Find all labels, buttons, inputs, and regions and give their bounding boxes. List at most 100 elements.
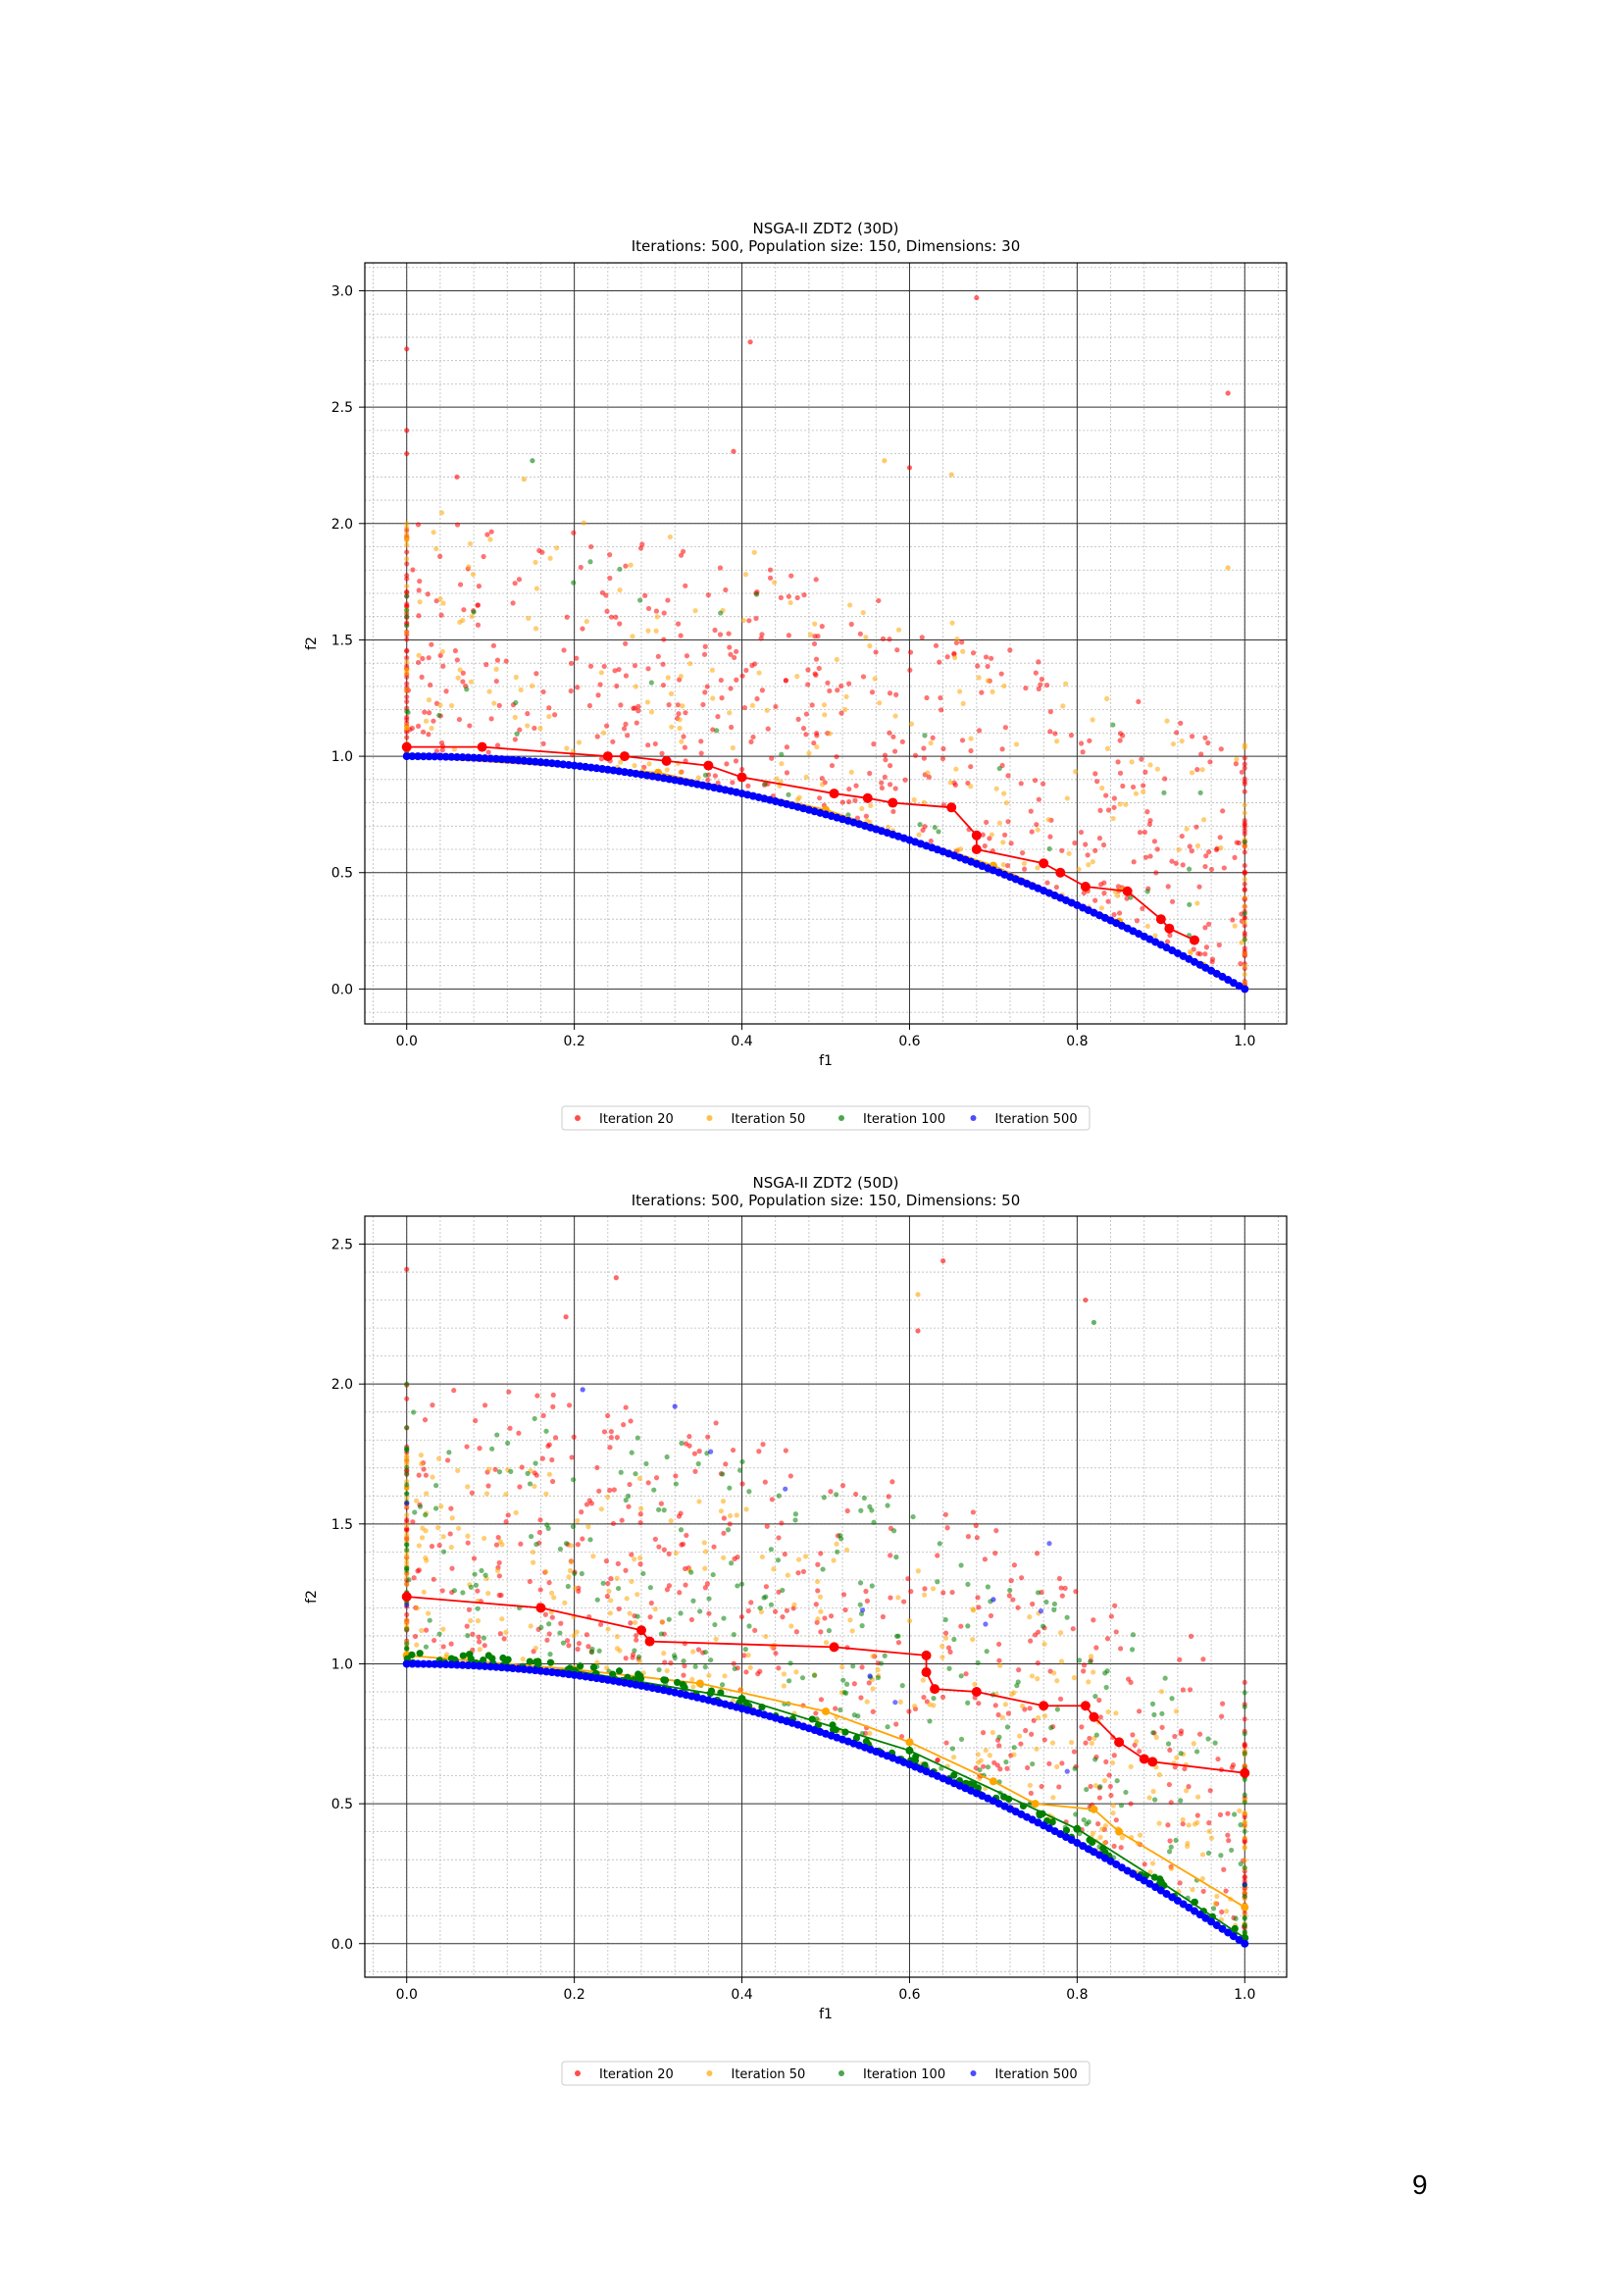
data-point [821, 1495, 827, 1501]
data-point [718, 1508, 725, 1514]
data-point [982, 842, 988, 849]
data-point [468, 1584, 474, 1590]
data-point [1146, 821, 1152, 828]
data-point [747, 339, 753, 345]
data-point [724, 761, 730, 767]
data-point [1068, 733, 1075, 739]
front-point [905, 1746, 914, 1755]
data-point [1242, 1814, 1247, 1820]
data-point [496, 1559, 502, 1566]
data-point [922, 733, 928, 739]
data-point [728, 651, 734, 657]
data-point [1218, 746, 1224, 752]
data-point [1062, 1585, 1068, 1592]
data-point [1117, 738, 1123, 743]
data-point [1046, 1541, 1052, 1547]
front-point [1039, 858, 1049, 869]
front-point [661, 755, 672, 766]
data-point [470, 571, 477, 578]
front-point [488, 1655, 496, 1662]
data-point [869, 1583, 875, 1589]
front-point [533, 1657, 540, 1665]
data-point [1035, 1590, 1041, 1596]
data-point [568, 1543, 574, 1549]
data-point [1097, 1834, 1103, 1840]
data-point [482, 1572, 488, 1578]
data-point [1069, 1739, 1075, 1746]
data-point [404, 687, 410, 693]
data-point [869, 1507, 875, 1513]
data-point [568, 660, 575, 666]
data-point [662, 1659, 668, 1665]
data-point [996, 1657, 1002, 1663]
data-point [1054, 1707, 1060, 1712]
data-point [1104, 695, 1110, 701]
data-point [702, 643, 708, 649]
data-point [1153, 870, 1159, 876]
data-point [645, 628, 651, 634]
data-point [899, 1683, 905, 1689]
data-point [477, 1446, 482, 1452]
data-point [1242, 1800, 1247, 1806]
data-point [1146, 1795, 1152, 1801]
data-point [882, 458, 888, 464]
data-point [1147, 762, 1153, 768]
data-point [805, 682, 811, 688]
data-point [1187, 1687, 1193, 1693]
data-point [1079, 1724, 1085, 1730]
data-point [1173, 860, 1179, 866]
data-point [915, 1328, 921, 1334]
data-point [1149, 1861, 1156, 1866]
data-point [473, 1582, 480, 1588]
data-point [590, 1554, 596, 1559]
data-point [1001, 790, 1007, 796]
data-point [1088, 1658, 1093, 1665]
data-point [587, 663, 594, 669]
data-point [659, 750, 665, 756]
data-point [727, 1512, 734, 1519]
data-point [1002, 725, 1008, 731]
data-point [404, 1512, 410, 1518]
data-point [776, 1493, 782, 1499]
data-point [430, 1474, 435, 1480]
data-point [404, 1381, 410, 1387]
data-point [571, 1434, 577, 1440]
data-point [983, 1747, 989, 1754]
data-point [1043, 682, 1050, 688]
data-point [625, 1493, 632, 1499]
data-point [603, 592, 609, 598]
data-point [616, 1606, 622, 1612]
data-point [965, 1581, 971, 1588]
data-point [814, 733, 820, 739]
data-point [1058, 1658, 1065, 1664]
data-point [532, 1415, 537, 1422]
data-point [974, 1535, 980, 1541]
data-point [1044, 880, 1050, 886]
chart-title: NSGA-II ZDT2 (50D) [753, 1174, 899, 1192]
data-point [426, 697, 432, 703]
data-point [935, 1553, 940, 1558]
data-point [601, 663, 607, 670]
data-point [656, 1544, 662, 1550]
data-point [834, 656, 839, 663]
data-point [1221, 865, 1227, 871]
data-point [1149, 1701, 1156, 1707]
data-point [665, 597, 671, 603]
data-point [1212, 1740, 1218, 1746]
data-point [448, 1641, 454, 1647]
data-point [1199, 767, 1205, 773]
data-point [700, 701, 706, 708]
data-point [1187, 901, 1193, 907]
data-point [1019, 1703, 1026, 1709]
data-point [834, 1492, 839, 1498]
data-point [637, 1561, 643, 1567]
data-point [1089, 1740, 1094, 1747]
front-point [470, 1661, 479, 1670]
data-point [412, 1509, 418, 1515]
data-point [533, 1542, 539, 1548]
data-point [1050, 1795, 1056, 1801]
data-point [428, 682, 433, 688]
data-point [667, 534, 673, 540]
data-point [704, 1581, 710, 1587]
x-tick-label: 1.0 [1234, 1987, 1255, 2003]
